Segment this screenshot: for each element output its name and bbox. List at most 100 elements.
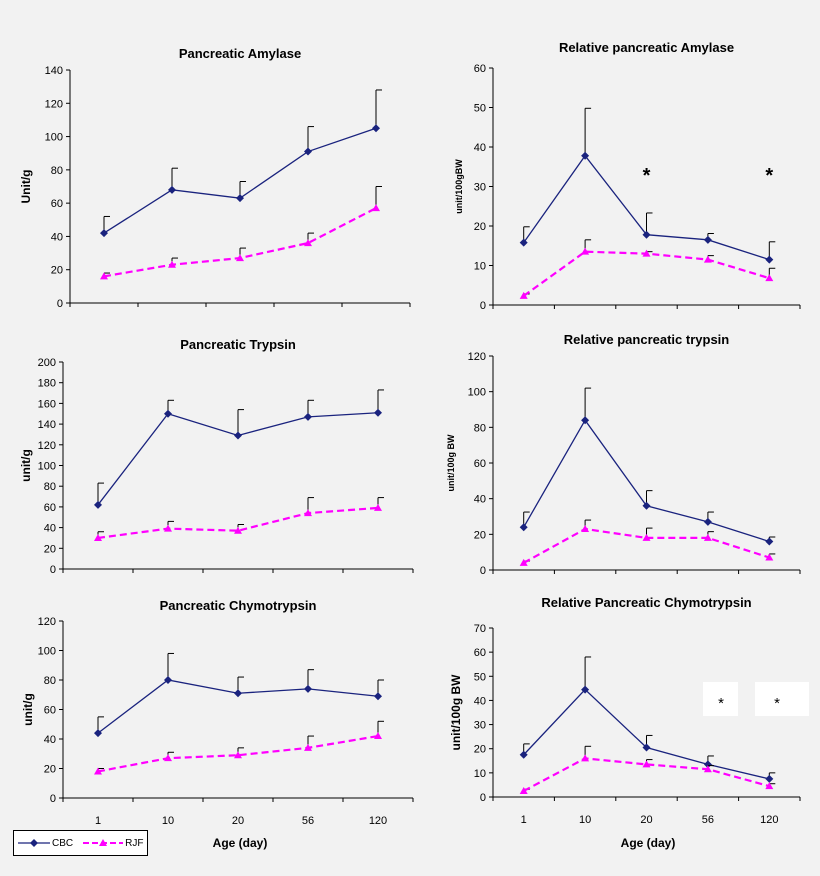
data-point-rjf <box>168 260 176 268</box>
series-line-cbc <box>103 127 377 234</box>
data-point-rjf <box>765 274 774 282</box>
data-point-cbc <box>519 523 528 532</box>
data-point-rjf <box>100 272 108 280</box>
data-point-rjf <box>642 249 651 257</box>
x-axis-label-left: Age (day) <box>213 836 268 850</box>
data-point-cbc <box>234 431 242 440</box>
data-point-cbc <box>164 676 172 684</box>
chart-title: Pancreatic Trypsin <box>180 337 296 352</box>
y-tick-label: 80 <box>44 675 56 687</box>
x-tick-label: 56 <box>702 814 714 826</box>
y-tick-label: 40 <box>474 494 486 506</box>
chart-title: Relative Pancreatic Chymotrypsin <box>541 595 751 610</box>
data-point-rjf <box>94 533 102 541</box>
x-tick-label: 120 <box>369 815 387 827</box>
data-point-rjf <box>234 526 242 534</box>
legend-label-rjf: RJF <box>125 837 144 849</box>
y-tick-label: 20 <box>474 221 486 233</box>
data-point-rjf <box>234 751 242 759</box>
data-point-rjf <box>765 553 774 561</box>
y-tick-label: 0 <box>480 792 486 804</box>
significance-marker: * <box>643 165 651 187</box>
data-point-cbc <box>703 517 712 526</box>
y-tick-label: 50 <box>474 103 486 115</box>
data-point-rjf <box>703 255 712 263</box>
data-point-rjf <box>581 524 590 532</box>
chart-pancreatic-amylase: Pancreatic Amylase 0 20 40 60 80 100 120 140 Unit… <box>19 46 411 310</box>
y-tick-label: 40 <box>44 734 56 746</box>
y-tick-label: 10 <box>474 768 486 780</box>
y-tick-label: 60 <box>474 458 486 470</box>
chart-relative-pancreatic-amylase: Relative pancreatic Amylase 0 10 20 30 40 50 60… <box>454 40 801 312</box>
legend-label-cbc: CBC <box>52 837 74 849</box>
y-tick-label: 30 <box>474 720 486 732</box>
data-point-rjf <box>519 291 528 299</box>
y-tick-label: 100 <box>468 387 486 399</box>
significance-marker: * <box>774 695 780 712</box>
y-tick-label: 100 <box>45 132 63 144</box>
legend-swatch-cbc <box>18 839 50 847</box>
y-tick-label: 140 <box>45 65 63 77</box>
data-point-rjf <box>642 533 651 541</box>
chart-title: Relative pancreatic trypsin <box>564 332 730 347</box>
y-tick-label: 80 <box>474 422 486 434</box>
y-tick-label: 180 <box>38 378 56 390</box>
series-line-cbc <box>523 419 770 543</box>
data-point-rjf <box>372 204 380 212</box>
y-tick-label: 0 <box>480 300 486 312</box>
data-point-cbc <box>703 760 712 769</box>
data-point-rjf <box>164 524 172 532</box>
data-point-cbc <box>519 238 528 247</box>
y-tick-label: 120 <box>468 351 486 363</box>
data-point-rjf <box>94 767 102 775</box>
data-point-rjf <box>236 254 244 262</box>
y-tick-label: 70 <box>474 623 486 635</box>
x-axis-label-right: Age (day) <box>621 836 676 850</box>
x-tick-label: 56 <box>302 815 314 827</box>
data-point-rjf <box>519 558 528 566</box>
x-tick-label: 20 <box>232 815 244 827</box>
data-point-rjf <box>164 754 172 762</box>
y-tick-label: 30 <box>474 182 486 194</box>
data-point-cbc <box>765 255 774 264</box>
series-line-rjf <box>97 506 379 540</box>
data-point-rjf <box>304 239 312 247</box>
y-tick-label: 40 <box>474 142 486 154</box>
series-line-rjf <box>523 250 770 297</box>
y-axis-label: unit/100gBW <box>454 159 464 214</box>
data-point-cbc <box>765 537 774 546</box>
data-point-cbc <box>372 124 380 133</box>
legend-swatch-rjf <box>83 839 124 846</box>
x-tick-label: 10 <box>579 814 591 826</box>
y-tick-label: 200 <box>38 357 56 369</box>
data-point-rjf <box>374 732 382 740</box>
y-tick-label: 120 <box>45 98 63 110</box>
y-tick-label: 20 <box>44 543 56 555</box>
x-tick-label: 20 <box>640 814 652 826</box>
y-tick-label: 120 <box>38 440 56 452</box>
data-point-cbc <box>236 194 244 203</box>
data-point-rjf <box>581 754 590 762</box>
y-tick-label: 20 <box>474 744 486 756</box>
data-point-cbc <box>234 689 242 698</box>
x-tick-label: 1 <box>521 814 527 826</box>
series-line-rjf <box>523 757 770 792</box>
data-point-cbc <box>642 743 651 752</box>
y-tick-label: 0 <box>50 564 56 576</box>
y-axis-label: unit/100g BW <box>449 674 463 751</box>
x-tick-label: 120 <box>760 814 778 826</box>
legend: CBC RJF <box>13 830 148 856</box>
data-point-cbc <box>374 408 382 417</box>
y-tick-label: 100 <box>38 461 56 473</box>
data-point-cbc <box>94 729 102 738</box>
y-tick-label: 120 <box>38 616 56 628</box>
y-tick-label: 50 <box>474 671 486 683</box>
chart-title: Relative pancreatic Amylase <box>559 40 734 55</box>
y-tick-label: 80 <box>51 165 63 177</box>
data-point-cbc <box>642 230 651 239</box>
y-tick-label: 100 <box>38 646 56 658</box>
chart-pancreatic-chymotrypsin: Pancreatic Chymotrypsin 0 20 40 60 80 100 120 1 1… <box>21 598 414 827</box>
data-point-cbc <box>304 684 312 693</box>
y-tick-label: 40 <box>51 231 63 243</box>
y-tick-label: 40 <box>44 523 56 535</box>
